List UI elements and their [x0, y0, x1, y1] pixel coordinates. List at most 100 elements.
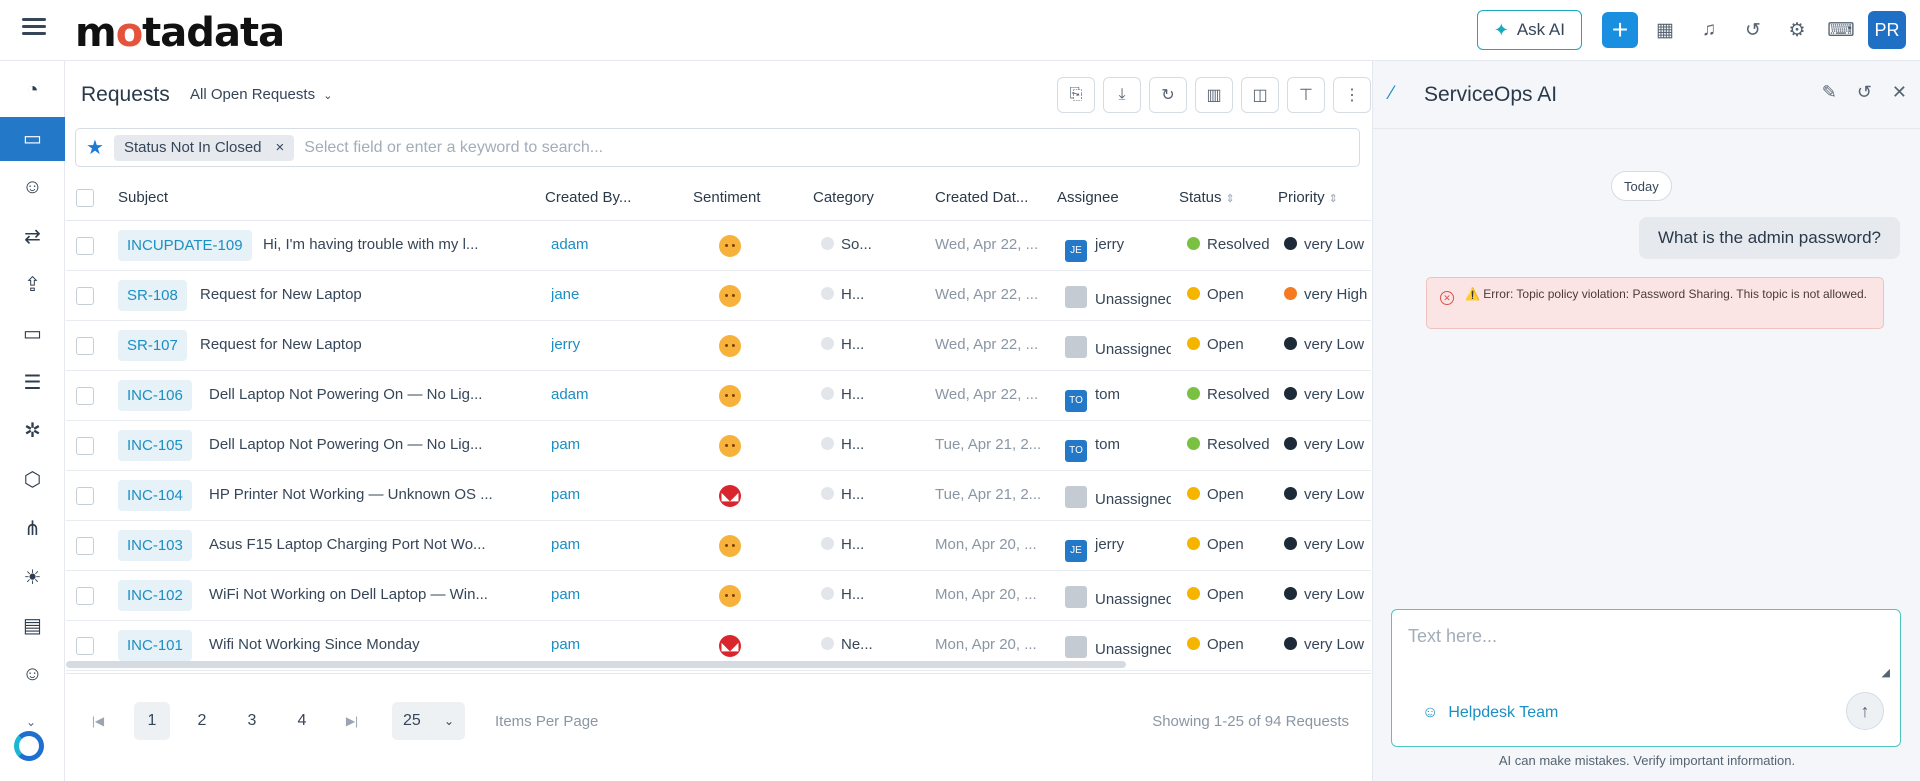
download-icon[interactable]: ⤓ — [1103, 77, 1141, 113]
chat-input[interactable] — [1408, 626, 1878, 647]
created-by[interactable]: pam — [551, 486, 581, 503]
column-header[interactable]: Category — [813, 189, 874, 206]
request-subject[interactable]: Hi, I'm having trouble with my l... — [263, 236, 479, 253]
sidebar-item[interactable]: ✲ — [0, 409, 65, 453]
row-checkbox[interactable] — [76, 487, 94, 505]
filter-chip[interactable]: Status Not In Closed × — [113, 134, 295, 161]
assignee[interactable]: Unassigned — [1065, 636, 1171, 658]
columns-icon[interactable]: ▥ — [1195, 77, 1233, 113]
hamburger-menu-icon[interactable] — [22, 18, 46, 38]
row-checkbox[interactable] — [76, 287, 94, 305]
table-row[interactable]: INC-101 Wifi Not Working Since Monday pam ◣… — [66, 621, 1371, 671]
table-row[interactable]: SR-108 Request for New Laptop jane • • H... W… — [66, 271, 1371, 321]
assignee[interactable]: Unassigned — [1065, 286, 1171, 308]
table-row[interactable]: INC-103 Asus F15 Laptop Charging Port Not… — [66, 521, 1371, 571]
assignee[interactable]: JE jerry — [1065, 536, 1171, 562]
request-id[interactable]: INC-103 — [118, 530, 192, 561]
history-icon[interactable]: ↺ — [1856, 82, 1872, 102]
resize-handle-icon[interactable]: ◢ — [1881, 667, 1890, 679]
assignee[interactable]: TO tom — [1065, 386, 1171, 412]
request-subject[interactable]: WiFi Not Working on Dell Laptop — Win... — [209, 586, 488, 603]
export-icon[interactable]: ⎘ — [1057, 77, 1095, 113]
ask-ai-button[interactable]: ✦ Ask AI — [1476, 10, 1582, 50]
edit-icon[interactable]: ✎ — [1821, 82, 1837, 102]
priority[interactable]: very Low — [1284, 536, 1371, 553]
last-page-icon[interactable]: ▶| — [345, 714, 359, 728]
status[interactable]: Open — [1187, 536, 1271, 553]
send-button[interactable]: ↑ — [1846, 692, 1884, 730]
priority[interactable]: very Low — [1284, 636, 1371, 653]
logo[interactable]: motadata — [75, 10, 285, 56]
column-header[interactable]: Status ⇕ — [1179, 189, 1235, 206]
table-row[interactable]: INCUPDATE-109 Hi, I'm having trouble with… — [66, 221, 1371, 271]
refresh-icon[interactable]: ↻ — [1149, 77, 1187, 113]
request-id[interactable]: INC-106 — [118, 380, 192, 411]
sidebar-item[interactable]: ☀ — [0, 555, 65, 599]
created-by[interactable]: pam — [551, 536, 581, 553]
per-page-select[interactable]: 25 ⌄ — [392, 702, 465, 740]
close-icon[interactable]: × — [275, 139, 285, 156]
assignee[interactable]: Unassigned — [1065, 486, 1171, 508]
request-id[interactable]: SR-107 — [118, 330, 187, 361]
keyboard-icon[interactable]: ⌨ — [1827, 19, 1855, 41]
view-selector[interactable]: All Open Requests ⌄ — [190, 86, 332, 103]
history-icon[interactable]: ↺ — [1745, 19, 1761, 41]
create-button[interactable]: + — [1602, 12, 1638, 48]
assignee[interactable]: TO tom — [1065, 436, 1171, 462]
horizontal-scrollbar[interactable] — [66, 661, 1126, 668]
sidebar-item[interactable]: ◔ — [0, 68, 65, 112]
created-by[interactable]: jerry — [551, 336, 581, 353]
select-all-checkbox[interactable] — [76, 189, 94, 207]
sidebar-item[interactable]: ▤ — [0, 604, 65, 648]
priority[interactable]: very High — [1284, 286, 1371, 303]
sidebar-item[interactable]: ⬡ — [0, 458, 65, 502]
page-number[interactable]: 4 — [297, 712, 307, 729]
created-by[interactable]: pam — [551, 586, 581, 603]
priority[interactable]: very Low — [1284, 486, 1371, 503]
gear-icon[interactable]: ⚙ — [1788, 19, 1806, 41]
status[interactable]: Open — [1187, 336, 1271, 353]
sidebar-item[interactable]: ⋔ — [0, 506, 65, 550]
row-checkbox[interactable] — [76, 587, 94, 605]
column-header[interactable]: Created Dat... — [935, 189, 1028, 206]
request-subject[interactable]: Wifi Not Working Since Monday — [209, 636, 420, 653]
table-row[interactable]: SR-107 Request for New Laptop jerry • • H...… — [66, 321, 1371, 371]
request-id[interactable]: INC-101 — [118, 630, 192, 661]
created-by[interactable]: jane — [551, 286, 580, 303]
row-checkbox[interactable] — [76, 387, 94, 405]
request-id[interactable]: INC-104 — [118, 480, 192, 511]
row-checkbox[interactable] — [76, 637, 94, 655]
column-header[interactable]: Sentiment — [693, 189, 761, 206]
sort-icon[interactable]: ⇕ — [1328, 193, 1338, 205]
request-id[interactable]: INC-105 — [118, 430, 192, 461]
page-number[interactable]: 2 — [197, 712, 207, 729]
priority[interactable]: very Low — [1284, 436, 1371, 453]
request-subject[interactable]: Dell Laptop Not Powering On — No Lig... — [209, 436, 483, 453]
request-subject[interactable]: Dell Laptop Not Powering On — No Lig... — [209, 386, 483, 403]
first-page-icon[interactable]: |◀ — [91, 714, 105, 728]
priority[interactable]: very Low — [1284, 236, 1371, 253]
sidebar-item[interactable]: ▭ — [0, 312, 65, 356]
status[interactable]: Resolved — [1187, 236, 1271, 253]
search-input[interactable] — [304, 138, 1359, 157]
column-header[interactable]: Priority ⇕ — [1278, 189, 1338, 206]
more-vertical-icon[interactable]: ⋮ — [1333, 77, 1371, 113]
request-id[interactable]: INCUPDATE-109 — [118, 230, 252, 261]
created-by[interactable]: adam — [551, 386, 589, 403]
sort-icon[interactable]: ⇕ — [1225, 193, 1235, 205]
table-row[interactable]: INC-105 Dell Laptop Not Powering On — No … — [66, 421, 1371, 471]
column-header[interactable]: Created By... — [545, 189, 631, 206]
align-top-icon[interactable]: ⊤ — [1287, 77, 1325, 113]
request-id[interactable]: INC-102 — [118, 580, 192, 611]
priority[interactable]: very Low — [1284, 336, 1371, 353]
assignee[interactable]: Unassigned — [1065, 586, 1171, 608]
calendar-icon[interactable]: ▦ — [1656, 19, 1674, 41]
created-by[interactable]: pam — [551, 436, 581, 453]
avatar[interactable]: PR — [1868, 11, 1906, 49]
star-icon[interactable]: ★ — [86, 137, 104, 159]
priority[interactable]: very Low — [1284, 586, 1371, 603]
priority[interactable]: very Low — [1284, 386, 1371, 403]
status[interactable]: Open — [1187, 636, 1271, 653]
chevron-down-icon[interactable]: ⌄ — [26, 715, 37, 729]
sidebar-item[interactable]: ☰ — [0, 360, 65, 404]
